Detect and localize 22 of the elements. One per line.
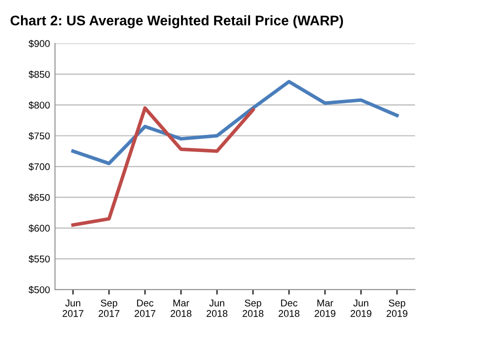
- line-series: [71, 106, 255, 227]
- y-tick-label: $850: [28, 70, 50, 78]
- x-tick-label: Dec 2018: [278, 300, 300, 317]
- y-tick-label: $600: [28, 224, 50, 232]
- line-series: [71, 80, 399, 166]
- y-tick-label: $750: [28, 132, 50, 140]
- x-tick-label: Sep 2019: [386, 300, 408, 317]
- chart-title: Chart 2: US Average Weighted Retail Price (WARP): [10, 15, 343, 28]
- y-tick-label: $550: [28, 255, 50, 264]
- x-tick-label: Sep 2018: [242, 300, 264, 317]
- y-tick-label: $700: [28, 162, 50, 171]
- x-tick-label: Jun 2017: [62, 300, 84, 317]
- y-tick-label: $900: [28, 40, 50, 48]
- x-tick-label: Mar 2018: [170, 300, 192, 317]
- y-tick-label: $650: [28, 194, 50, 202]
- x-tick-label: Sep 2017: [98, 300, 120, 317]
- y-tick-label: $500: [28, 286, 50, 294]
- x-tick-label: Jun 2019: [350, 300, 372, 317]
- x-tick-label: Mar 2019: [314, 300, 336, 317]
- x-tick-label: Dec 2017: [134, 300, 156, 317]
- y-tick-label: $800: [28, 101, 50, 110]
- x-tick-label: Jun 2018: [206, 300, 228, 317]
